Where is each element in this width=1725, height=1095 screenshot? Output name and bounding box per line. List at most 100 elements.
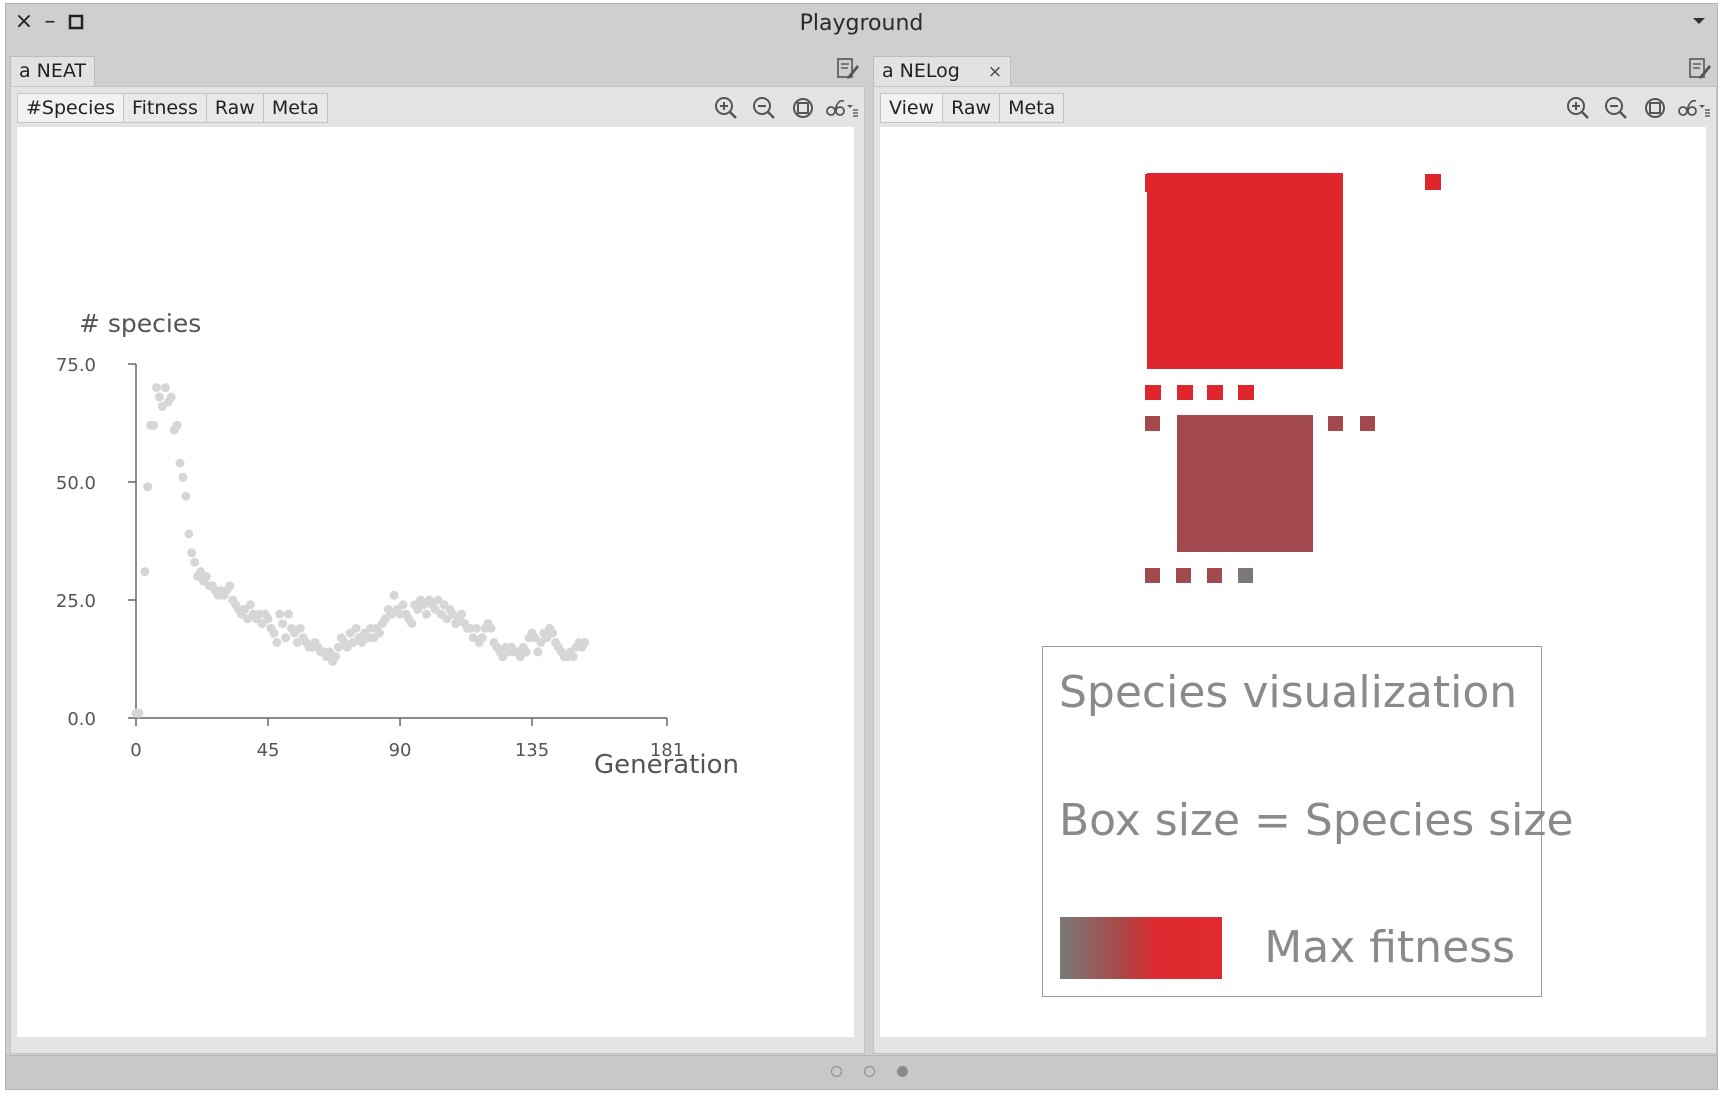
data-point bbox=[374, 628, 384, 638]
y-axis-label: # species bbox=[79, 309, 201, 338]
x-tick-label: 135 bbox=[515, 740, 549, 761]
glasses-menu-icon bbox=[1678, 99, 1710, 117]
data-point bbox=[149, 420, 159, 430]
nelog-toolbar bbox=[1562, 94, 1710, 122]
zoom-out-icon bbox=[1605, 97, 1627, 119]
tab-fitness[interactable]: Fitness bbox=[123, 93, 206, 123]
tab-species[interactable]: #Species bbox=[17, 93, 124, 123]
zoom-fit-icon bbox=[793, 98, 813, 118]
zoom-out-button[interactable] bbox=[748, 94, 782, 122]
data-point bbox=[272, 637, 282, 647]
data-point bbox=[184, 529, 194, 539]
page-dot-3[interactable] bbox=[897, 1066, 908, 1077]
chevron-down-icon bbox=[1693, 18, 1705, 24]
data-point bbox=[143, 482, 153, 492]
tab-meta[interactable]: Meta bbox=[262, 93, 329, 123]
view-options-menu[interactable] bbox=[824, 94, 858, 122]
data-point bbox=[421, 609, 431, 619]
data-point bbox=[533, 647, 543, 657]
tab-a-neat[interactable]: a NEAT bbox=[10, 56, 96, 86]
zoom-in-icon bbox=[715, 97, 737, 119]
view-options-menu-right[interactable] bbox=[1676, 94, 1710, 122]
page-dot-1[interactable] bbox=[831, 1066, 842, 1077]
zoom-in-icon bbox=[1567, 97, 1589, 119]
data-point bbox=[154, 392, 164, 402]
page-dot-2[interactable] bbox=[864, 1066, 875, 1077]
minimize-window-button[interactable]: – bbox=[44, 9, 56, 34]
edit-inspector-button[interactable] bbox=[835, 56, 861, 82]
data-point bbox=[190, 557, 200, 567]
data-point bbox=[351, 623, 361, 633]
edit-inspector-button-right[interactable] bbox=[1687, 56, 1713, 82]
data-point bbox=[295, 623, 305, 633]
data-point bbox=[172, 420, 182, 430]
data-point bbox=[245, 600, 255, 610]
data-point bbox=[580, 637, 590, 647]
neat-toolbar bbox=[710, 94, 858, 122]
y-tick-label: 75.0 bbox=[56, 355, 96, 376]
data-point bbox=[140, 567, 150, 577]
data-point bbox=[178, 472, 188, 482]
zoom-out-icon bbox=[753, 97, 775, 119]
data-point bbox=[330, 652, 340, 662]
data-point bbox=[175, 458, 185, 468]
maximize-icon bbox=[68, 14, 84, 30]
edit-document-icon bbox=[837, 58, 859, 79]
tab-raw[interactable]: Raw bbox=[205, 93, 263, 123]
page-indicator bbox=[831, 1066, 908, 1077]
neat-subtabs: #Species Fitness Raw Meta bbox=[17, 93, 329, 123]
data-point bbox=[521, 647, 531, 657]
data-point bbox=[278, 619, 288, 629]
x-tick-label: 90 bbox=[389, 740, 412, 761]
data-point bbox=[457, 609, 467, 619]
species-scatter-chart: # species Generation 0.0 25.0 50.0 75.0 0 45 9… bbox=[56, 309, 739, 780]
data-point bbox=[160, 383, 170, 393]
x-tick-label: 0 bbox=[130, 740, 141, 761]
data-point bbox=[166, 392, 176, 402]
data-point bbox=[389, 590, 399, 600]
neat-pane: a NEAT #Species Fitness Raw Meta bbox=[8, 54, 865, 1054]
data-point bbox=[275, 609, 285, 619]
fitness-gradient-swatch bbox=[1060, 917, 1222, 979]
tab-view[interactable]: View bbox=[880, 93, 943, 123]
data-point bbox=[281, 633, 291, 643]
data-point bbox=[398, 600, 408, 610]
tab-a-neat-label: a NEAT bbox=[19, 60, 87, 82]
zoom-fit-button[interactable] bbox=[786, 94, 820, 122]
zoom-in-button[interactable] bbox=[710, 94, 744, 122]
data-point bbox=[225, 581, 235, 591]
data-point bbox=[152, 383, 162, 393]
x-tick-label: 181 bbox=[650, 740, 684, 761]
status-bar bbox=[6, 1055, 1717, 1089]
legend-max-fitness-label: Max fitness bbox=[1264, 922, 1515, 973]
close-tab-icon[interactable]: × bbox=[987, 62, 1003, 82]
maximize-window-button[interactable] bbox=[64, 10, 88, 34]
zoom-fit-button-right[interactable] bbox=[1638, 94, 1672, 122]
tab-a-nelog[interactable]: a NELog × bbox=[873, 56, 1012, 86]
data-point bbox=[568, 652, 578, 662]
tab-raw-right[interactable]: Raw bbox=[942, 93, 1000, 123]
glasses-menu-icon bbox=[826, 99, 858, 117]
window-menu-button[interactable] bbox=[1691, 12, 1707, 31]
tab-meta-right[interactable]: Meta bbox=[999, 93, 1065, 123]
close-window-button[interactable]: × bbox=[14, 9, 34, 34]
data-point bbox=[269, 628, 279, 638]
data-point bbox=[486, 623, 496, 633]
neat-pane-body: #Species Fitness Raw Meta bbox=[10, 86, 865, 1054]
edit-document-icon bbox=[1689, 58, 1711, 79]
zoom-in-button-right[interactable] bbox=[1562, 94, 1596, 122]
data-point bbox=[407, 619, 417, 629]
title-bar: × – Playground bbox=[6, 4, 1717, 44]
zoom-out-button-right[interactable] bbox=[1600, 94, 1634, 122]
legend-box-size-label: Box size = Species size bbox=[1059, 795, 1574, 846]
x-tick-label: 45 bbox=[257, 740, 280, 761]
data-point bbox=[187, 548, 197, 558]
legend-title: Species visualization bbox=[1059, 667, 1518, 718]
data-point bbox=[477, 633, 487, 643]
y-tick-label: 50.0 bbox=[56, 473, 96, 494]
data-point bbox=[284, 609, 294, 619]
species-chart-canvas: # species Generation 0.0 25.0 50.0 75.0 0 45 9… bbox=[17, 127, 854, 1037]
data-point bbox=[134, 708, 144, 718]
window-title: Playground bbox=[799, 11, 924, 36]
zoom-fit-icon bbox=[1645, 98, 1665, 118]
